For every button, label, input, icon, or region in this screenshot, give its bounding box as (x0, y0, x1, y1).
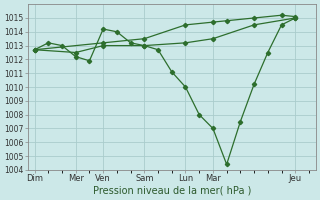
X-axis label: Pression niveau de la mer( hPa ): Pression niveau de la mer( hPa ) (92, 186, 251, 196)
